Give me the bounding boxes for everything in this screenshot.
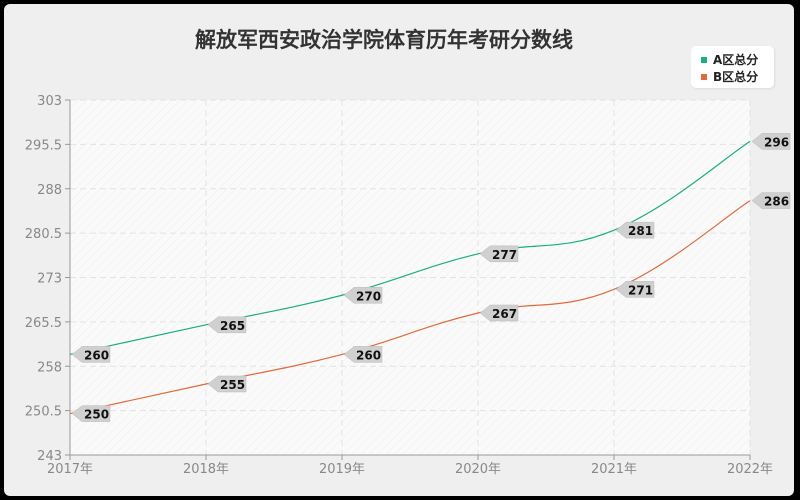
y-tick-label: 280.5 [25, 227, 62, 242]
series-line-b [69, 200, 751, 415]
x-tick-label: 2021年 [591, 462, 637, 477]
data-label-tag-icon [479, 304, 519, 322]
legend-item-b[interactable]: B区总分 [701, 68, 758, 85]
series-lines [69, 140, 751, 415]
legend: A区总分 B区总分 [691, 46, 774, 88]
data-label-value: 250 [84, 408, 109, 422]
data-label: 277 [479, 245, 519, 263]
legend-item-a[interactable]: A区总分 [701, 51, 758, 68]
legend-swatch-a-icon [701, 56, 707, 63]
y-tick-label: 265.5 [25, 316, 62, 331]
data-label-tag-icon [207, 375, 247, 393]
y-tick-label: 295.5 [25, 138, 62, 153]
data-label-value: 277 [492, 248, 517, 262]
y-tick-label: 250.5 [25, 405, 62, 420]
chart-title: 解放军西安政治学院体育历年考研分数线 [195, 28, 573, 52]
data-label-value: 296 [764, 135, 789, 149]
data-label: 267 [479, 304, 519, 322]
axes: 243 250.5 258 265.5 273 280.5 288 295.5 303 2017年… [25, 94, 773, 477]
data-label-tag-icon [343, 287, 383, 304]
y-tick-label: 273 [37, 272, 62, 287]
y-tick-label: 258 [37, 360, 62, 375]
x-tick-label: 2020年 [455, 462, 501, 477]
data-label: 250 [71, 405, 111, 422]
data-label-tag-icon [615, 221, 655, 239]
data-label-value: 271 [628, 283, 653, 297]
y-tick-label: 288 [37, 183, 62, 198]
data-label: 296 [751, 133, 791, 150]
y-tick-label: 303 [37, 94, 62, 109]
data-labels: 260 265 270 277 281 296 250 255 260 267 271 286 [71, 133, 791, 422]
series-line-a [69, 140, 751, 356]
data-label-value: 267 [492, 307, 517, 321]
legend-label-b: B区总分 [713, 70, 759, 84]
data-label: 271 [615, 281, 655, 298]
data-label: 281 [615, 221, 655, 239]
data-label-tag-icon [343, 346, 383, 363]
x-tick-label: 2022年 [727, 462, 773, 477]
data-label: 260 [71, 346, 111, 363]
data-label-tag-icon [615, 281, 655, 298]
data-label-tag-icon [751, 133, 791, 150]
x-tick-label: 2019年 [319, 462, 365, 477]
data-label-value: 286 [764, 195, 789, 209]
data-label-tag-icon [751, 192, 791, 209]
data-label-tag-icon [479, 245, 519, 263]
data-label: 255 [207, 375, 247, 393]
data-label: 270 [343, 287, 383, 304]
data-label-tag-icon [71, 346, 111, 363]
data-label-value: 255 [220, 378, 245, 392]
legend-label-a: A区总分 [713, 53, 759, 67]
data-label: 286 [751, 192, 791, 209]
y-tick-label: 243 [37, 449, 62, 464]
data-label-value: 270 [356, 289, 381, 303]
x-tick-label: 2018年 [183, 462, 229, 477]
data-label: 265 [207, 316, 247, 334]
data-label-tag-icon [71, 405, 111, 422]
data-label-value: 260 [356, 348, 381, 362]
x-tick-label: 2017年 [47, 462, 93, 477]
data-label-value: 260 [84, 348, 109, 362]
data-label-value: 281 [628, 224, 653, 238]
data-label-tag-icon [207, 316, 247, 334]
data-label-value: 265 [220, 319, 245, 333]
grid-lines [70, 99, 751, 455]
legend-swatch-b-icon [701, 73, 707, 80]
data-label: 260 [343, 346, 383, 363]
